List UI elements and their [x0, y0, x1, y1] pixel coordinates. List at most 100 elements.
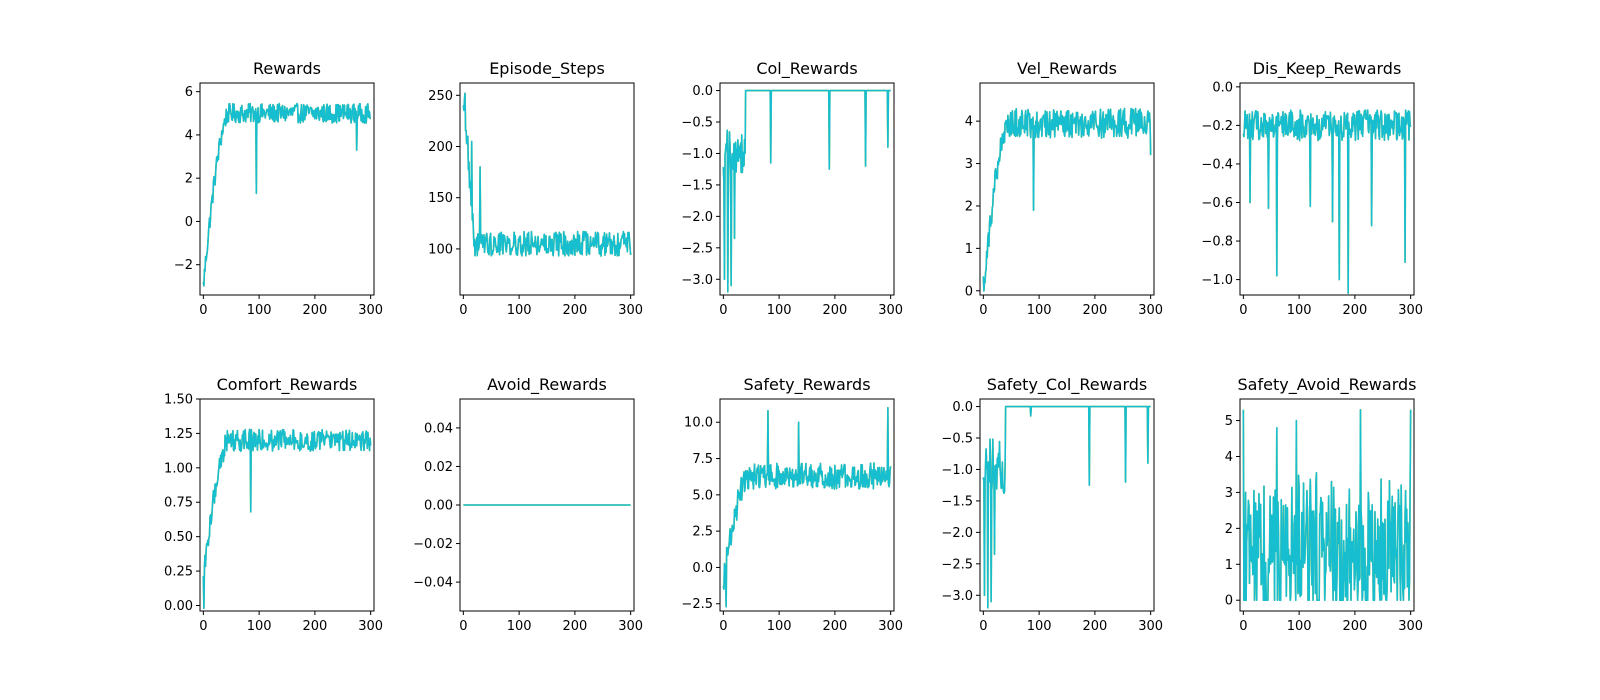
y-tick-label: −2.0	[941, 526, 973, 541]
x-tick-label: 200	[302, 619, 327, 634]
x-tick-label: 100	[1027, 303, 1052, 318]
axes-frame	[719, 398, 895, 612]
y-tick-label: −0.04	[413, 576, 453, 591]
y-tick-label: 1.00	[164, 461, 193, 476]
y-tick-label: 2.5	[692, 525, 713, 540]
x-tick-label: 200	[1342, 619, 1367, 634]
y-tick-label: 1.25	[164, 427, 193, 442]
series-line	[722, 89, 891, 293]
subplot-safety-col-rewards: Safety_Col_Rewards 0 100 200 300 −3.0 −2.5 −2.0…	[941, 375, 1163, 634]
y-tick-label: 5	[1225, 414, 1233, 429]
series-line	[722, 406, 892, 608]
y-tick-label: 200	[428, 140, 453, 155]
y-tick-label: 5.0	[692, 488, 713, 503]
subplot-title: Avoid_Rewards	[487, 375, 607, 395]
axes-frame	[979, 398, 1155, 612]
x-tick-label: 300	[878, 303, 903, 318]
y-tick-label: 3	[965, 157, 973, 172]
axes-frame	[199, 398, 375, 612]
x-tick-label: 0	[199, 619, 207, 634]
subplot-vel-rewards: Vel_Rewards 0 100 200 300 0 1 2 3 4	[965, 59, 1163, 318]
x-tick-label: 100	[767, 303, 792, 318]
x-tick-label: 100	[247, 619, 272, 634]
subplot-title: Vel_Rewards	[1017, 59, 1117, 79]
y-tick-label: −2.0	[681, 210, 713, 225]
series-line-under	[462, 92, 632, 257]
x-tick-label: 100	[507, 303, 532, 318]
x-tick-label: 100	[247, 303, 272, 318]
x-tick-label: 100	[767, 619, 792, 634]
y-tick-label: −1.0	[1201, 273, 1233, 288]
y-tick-label: 1.50	[164, 393, 193, 408]
axes-frame	[1239, 398, 1415, 612]
x-tick-label: 200	[1082, 303, 1107, 318]
subplot-rewards: Rewards 0 100 200 300 −2 0 2 4 6	[174, 59, 383, 318]
y-tick-label: 0.50	[164, 530, 193, 545]
y-tick-label: 6	[185, 85, 193, 100]
subplot-dis-keep-rewards: Dis_Keep_Rewards 0 100 200 300 −1.0 −0.8 −0.6 −0…	[1201, 59, 1423, 318]
x-tick-label: 0	[459, 303, 467, 318]
y-tick-label: −2.5	[681, 241, 713, 256]
y-tick-label: 0	[1225, 594, 1233, 609]
y-tick-label: −1.5	[681, 178, 713, 193]
y-tick-label: 1	[965, 242, 973, 257]
y-tick-label: −0.2	[1201, 119, 1233, 134]
x-tick-label: 0	[1239, 303, 1247, 318]
subplot-safety-rewards: Safety_Rewards 0 100 200 300 −2.5 0.0 2.5 5.0 7.5…	[681, 375, 903, 634]
y-tick-label: −0.02	[413, 537, 453, 552]
y-tick-label: −3.0	[941, 589, 973, 604]
x-tick-label: 300	[1138, 619, 1163, 634]
x-tick-label: 200	[1342, 303, 1367, 318]
y-tick-label: −1.0	[681, 147, 713, 162]
y-tick-label: 150	[428, 191, 453, 206]
axes-frame	[459, 82, 635, 296]
x-tick-label: 300	[358, 303, 383, 318]
series-line	[982, 405, 1151, 609]
x-tick-label: 100	[1287, 303, 1312, 318]
y-tick-label: −0.4	[1201, 157, 1233, 172]
x-tick-label: 300	[1398, 619, 1423, 634]
series-line-under	[722, 406, 892, 608]
y-tick-label: 4	[1225, 450, 1233, 465]
x-tick-label: 100	[507, 619, 532, 634]
subplot-title: Safety_Col_Rewards	[987, 375, 1148, 395]
y-tick-label: 10.0	[684, 416, 713, 431]
y-tick-label: −2	[174, 258, 193, 273]
y-tick-label: 0.00	[164, 599, 193, 614]
x-tick-label: 300	[1138, 303, 1163, 318]
x-tick-label: 200	[1082, 619, 1107, 634]
y-tick-label: 0	[965, 284, 973, 299]
y-tick-label: 7.5	[692, 452, 713, 467]
y-tick-label: 4	[185, 128, 193, 143]
subplot-episode-steps: Episode_Steps 0 100 200 300 100 150 200 250	[428, 59, 643, 318]
series-line	[1242, 109, 1412, 294]
y-tick-label: −1.0	[941, 463, 973, 478]
subplot-title: Rewards	[253, 59, 321, 78]
series-line	[1242, 408, 1412, 602]
x-tick-label: 100	[1027, 619, 1052, 634]
series-line	[202, 102, 371, 287]
x-tick-label: 200	[822, 303, 847, 318]
x-tick-label: 300	[358, 619, 383, 634]
y-tick-label: −0.8	[1201, 235, 1233, 250]
x-tick-label: 200	[822, 619, 847, 634]
x-tick-label: 300	[618, 619, 643, 634]
subplot-col-rewards: Col_Rewards 0 100 200 300 −3.0 −2.5 −2.0 −1.5 −1.…	[681, 59, 903, 318]
y-tick-label: 0	[185, 215, 193, 230]
series-line	[462, 92, 632, 257]
subplot-title: Episode_Steps	[489, 59, 605, 79]
axes-frame	[199, 82, 375, 296]
x-tick-label: 0	[1239, 619, 1247, 634]
x-tick-label: 0	[979, 303, 987, 318]
series-line	[202, 428, 372, 610]
subplot-title: Col_Rewards	[756, 59, 857, 79]
series-line	[982, 107, 1152, 292]
y-tick-label: 0.04	[424, 421, 453, 436]
subplot-comfort-rewards: Comfort_Rewards 0 100 200 300 0.00 0.25 0.50 0.7…	[164, 375, 383, 634]
x-tick-label: 200	[562, 619, 587, 634]
y-tick-label: 0.0	[952, 400, 973, 415]
y-tick-label: −3.0	[681, 273, 713, 288]
y-tick-label: 0.0	[1212, 80, 1233, 95]
y-tick-label: −0.6	[1201, 196, 1233, 211]
